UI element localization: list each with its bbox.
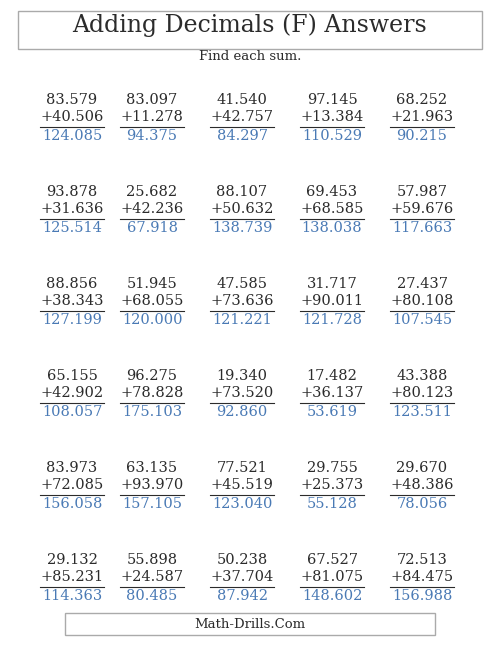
Text: 55.898: 55.898: [126, 553, 178, 567]
Text: 31.717: 31.717: [306, 277, 358, 291]
Text: 88.856: 88.856: [46, 277, 98, 291]
Text: 83.097: 83.097: [126, 93, 178, 107]
Text: +13.384: +13.384: [300, 110, 364, 124]
Text: 157.105: 157.105: [122, 497, 182, 510]
Text: 121.728: 121.728: [302, 313, 362, 327]
Text: 83.579: 83.579: [46, 93, 98, 107]
Text: 96.275: 96.275: [126, 369, 178, 383]
Text: +40.506: +40.506: [40, 110, 104, 124]
Text: 87.942: 87.942: [216, 589, 268, 603]
Text: 65.155: 65.155: [46, 369, 98, 383]
Text: 114.363: 114.363: [42, 589, 102, 603]
Text: 94.375: 94.375: [126, 129, 178, 143]
Text: +73.636: +73.636: [210, 294, 274, 308]
Text: +48.386: +48.386: [390, 478, 454, 492]
Text: +78.828: +78.828: [120, 386, 184, 400]
Text: +25.373: +25.373: [300, 478, 364, 492]
Text: +80.108: +80.108: [390, 294, 454, 308]
Text: 29.670: 29.670: [396, 461, 448, 475]
Text: 27.437: 27.437: [396, 277, 448, 291]
Text: +81.075: +81.075: [300, 570, 364, 584]
Text: +50.632: +50.632: [210, 202, 274, 216]
Text: 17.482: 17.482: [306, 369, 358, 383]
Text: 67.918: 67.918: [126, 221, 178, 235]
Text: 92.860: 92.860: [216, 405, 268, 419]
Text: +85.231: +85.231: [40, 570, 104, 584]
Text: 123.040: 123.040: [212, 497, 272, 510]
Text: 77.521: 77.521: [216, 461, 268, 475]
Text: +72.085: +72.085: [40, 478, 104, 492]
Text: 117.663: 117.663: [392, 221, 452, 235]
Text: 41.540: 41.540: [216, 93, 268, 107]
Text: +11.278: +11.278: [120, 110, 184, 124]
Text: 107.545: 107.545: [392, 313, 452, 327]
Text: 53.619: 53.619: [306, 405, 358, 419]
Text: 156.058: 156.058: [42, 497, 102, 510]
Text: 55.128: 55.128: [306, 497, 358, 510]
Text: +84.475: +84.475: [390, 570, 454, 584]
Text: +90.011: +90.011: [300, 294, 364, 308]
Text: 47.585: 47.585: [216, 277, 268, 291]
Text: 110.529: 110.529: [302, 129, 362, 143]
Text: +59.676: +59.676: [390, 202, 454, 216]
Text: 25.682: 25.682: [126, 185, 178, 199]
Text: 127.199: 127.199: [42, 313, 102, 327]
Text: 63.135: 63.135: [126, 461, 178, 475]
Text: 138.038: 138.038: [302, 221, 362, 235]
Text: 83.973: 83.973: [46, 461, 98, 475]
Text: +93.970: +93.970: [120, 478, 184, 492]
Text: 175.103: 175.103: [122, 405, 182, 419]
Text: 138.739: 138.739: [212, 221, 272, 235]
Text: 57.987: 57.987: [396, 185, 448, 199]
Bar: [65, 613, 435, 635]
Text: +73.520: +73.520: [210, 386, 274, 400]
Text: 51.945: 51.945: [126, 277, 178, 291]
Text: +80.123: +80.123: [390, 386, 454, 400]
Text: Math-Drills.Com: Math-Drills.Com: [194, 617, 306, 630]
Text: Find each sum.: Find each sum.: [199, 50, 301, 63]
Text: +42.902: +42.902: [40, 386, 104, 400]
Text: 156.988: 156.988: [392, 589, 452, 603]
Text: 78.056: 78.056: [396, 497, 448, 510]
Text: 125.514: 125.514: [42, 221, 102, 235]
Text: Adding Decimals (F) Answers: Adding Decimals (F) Answers: [72, 14, 428, 38]
Text: 19.340: 19.340: [216, 369, 268, 383]
Text: 72.513: 72.513: [396, 553, 448, 567]
Text: +38.343: +38.343: [40, 294, 104, 308]
Text: +31.636: +31.636: [40, 202, 104, 216]
Text: 68.252: 68.252: [396, 93, 448, 107]
Text: 29.755: 29.755: [306, 461, 358, 475]
Text: +45.519: +45.519: [210, 478, 274, 492]
Text: 50.238: 50.238: [216, 553, 268, 567]
Text: +21.963: +21.963: [390, 110, 454, 124]
Text: 97.145: 97.145: [306, 93, 358, 107]
Text: +68.585: +68.585: [300, 202, 364, 216]
Text: 43.388: 43.388: [396, 369, 448, 383]
Text: 80.485: 80.485: [126, 589, 178, 603]
Text: 120.000: 120.000: [122, 313, 182, 327]
Text: 148.602: 148.602: [302, 589, 362, 603]
Text: +24.587: +24.587: [120, 570, 184, 584]
Text: 67.527: 67.527: [306, 553, 358, 567]
Text: 124.085: 124.085: [42, 129, 102, 143]
Text: 93.878: 93.878: [46, 185, 98, 199]
Text: 84.297: 84.297: [216, 129, 268, 143]
Text: 88.107: 88.107: [216, 185, 268, 199]
Text: 108.057: 108.057: [42, 405, 102, 419]
Text: +36.137: +36.137: [300, 386, 364, 400]
Text: +42.757: +42.757: [210, 110, 274, 124]
Text: +37.704: +37.704: [210, 570, 274, 584]
Text: 29.132: 29.132: [46, 553, 98, 567]
Bar: [18, 11, 482, 49]
Text: 121.221: 121.221: [212, 313, 272, 327]
Text: 123.511: 123.511: [392, 405, 452, 419]
Text: 90.215: 90.215: [396, 129, 448, 143]
Text: 69.453: 69.453: [306, 185, 358, 199]
Text: +68.055: +68.055: [120, 294, 184, 308]
Text: +42.236: +42.236: [120, 202, 184, 216]
